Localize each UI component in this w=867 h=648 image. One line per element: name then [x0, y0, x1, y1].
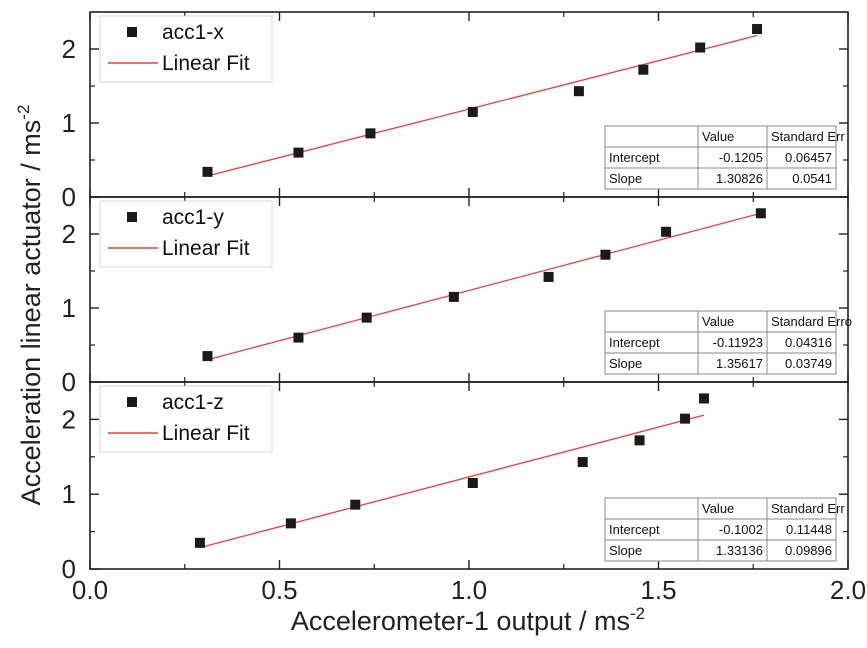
x-tick-label: 2.0 — [830, 575, 866, 605]
fit-table-row-label: Intercept — [609, 522, 660, 537]
data-point — [661, 226, 672, 237]
y-tick-label: 1 — [62, 108, 76, 138]
panel-acc1-x: 0 1 2 acc1-x Linear Fit Value Standard Err Inte… — [62, 11, 849, 212]
data-point — [365, 128, 376, 139]
data-point — [638, 64, 649, 75]
data-point — [634, 435, 645, 446]
legend-marker — [127, 397, 137, 407]
data-point — [285, 518, 296, 529]
fit-table-cell: 0.03749 — [785, 356, 832, 371]
fit-table-header: Value — [702, 129, 734, 144]
fit-table-row-label: Intercept — [609, 150, 660, 165]
panel-acc1-y: 0 1 2 acc1-y Linear Fit Value Standard Erro Int… — [62, 196, 852, 397]
data-point — [695, 42, 706, 53]
fit-table-cell: -0.11923 — [713, 335, 763, 350]
fit-table-cell: 1.35617 — [716, 356, 763, 371]
x-axis-title: Accelerometer-1 output / ms-2 — [291, 604, 645, 636]
x-tick-label: 1.0 — [451, 575, 487, 605]
x-tick-label: 1.5 — [640, 575, 676, 605]
legend-marker — [127, 27, 137, 37]
data-point — [467, 106, 478, 117]
x-tick-label: 0.0 — [72, 575, 108, 605]
data-point — [361, 312, 372, 323]
fit-line — [199, 414, 705, 549]
fit-table-cell: 0.09896 — [785, 543, 832, 558]
data-point — [577, 457, 588, 468]
data-point — [293, 332, 304, 343]
data-point — [350, 499, 361, 510]
data-point — [202, 166, 213, 177]
fit-table-cell: 0.11448 — [786, 522, 832, 537]
data-point — [752, 24, 763, 35]
fit-table-row-label: Slope — [609, 543, 642, 558]
fit-table-cell: 1.30826 — [716, 171, 763, 186]
legend-label-series: acc1-x — [162, 21, 224, 44]
fit-table-row-label: Slope — [609, 356, 642, 371]
y-tick-label: 1 — [62, 479, 76, 509]
fit-table-cell: -0.1205 — [719, 150, 763, 165]
legend-label-fit: Linear Fit — [162, 52, 250, 75]
legend-marker — [127, 212, 137, 222]
fit-table-header: Value — [702, 314, 734, 329]
y-tick-label: 1 — [62, 293, 76, 323]
fit-table-row-label: Intercept — [609, 335, 660, 350]
x-tick-label: 0.5 — [261, 575, 297, 605]
fit-table-header: Value — [702, 501, 734, 516]
y-tick-label: 0 — [62, 182, 76, 212]
fit-table-row-label: Slope — [609, 171, 642, 186]
y-tick-label: 2 — [62, 404, 76, 434]
data-point — [448, 291, 459, 302]
fit-table-border — [604, 310, 837, 375]
x-axis: 0.0 0.5 1.0 1.5 2.0 — [72, 575, 866, 605]
fit-table-border — [604, 125, 837, 190]
y-tick-label: 2 — [62, 219, 76, 249]
data-point — [293, 147, 304, 158]
legend-label-series: acc1-y — [162, 206, 224, 229]
fit-table: Value Standard Err Intercept -0.1205 0.06457… — [604, 125, 845, 190]
fit-table-cell: 0.0541 — [792, 171, 832, 186]
x-axis-title-text: Accelerometer-1 output / ms — [291, 606, 630, 636]
x-axis-title-sup: -2 — [630, 604, 645, 623]
data-point — [194, 537, 205, 548]
y-tick-label: 2 — [62, 34, 76, 64]
data-point — [467, 477, 478, 488]
fit-table-border — [604, 497, 837, 562]
data-point — [202, 351, 213, 362]
data-point — [755, 208, 766, 219]
data-point — [600, 249, 611, 260]
data-point — [543, 271, 554, 282]
y-axis-title-text: Acceleration linear actuator / ms — [16, 120, 46, 506]
y-axis-title-sup: -2 — [14, 105, 33, 120]
legend-label-fit: Linear Fit — [162, 422, 250, 445]
data-point — [680, 413, 691, 424]
fit-table-cell: 0.06457 — [785, 150, 832, 165]
y-axis-title: Acceleration linear actuator / ms-2 — [14, 105, 46, 506]
fit-table-header: Standard Err — [771, 501, 845, 516]
fit-table-cell: 0.04316 — [785, 335, 832, 350]
fit-table-header: Standard Erro — [771, 314, 852, 329]
fit-table-header: Standard Err — [771, 129, 845, 144]
fit-table: Value Standard Err Intercept -0.1002 0.11448… — [604, 497, 845, 562]
panel-acc1-z: 0 1 2 acc1-z Linear Fit Value Standard Err Inte… — [62, 381, 849, 584]
legend-label-series: acc1-z — [162, 391, 224, 414]
fit-table-cell: 1.33136 — [716, 543, 763, 558]
y-tick-label: 0 — [62, 367, 76, 397]
y-tick-label: 0 — [62, 554, 76, 584]
data-point — [573, 86, 584, 97]
fit-table: Value Standard Erro Intercept -0.11923 0.043… — [604, 310, 852, 375]
data-point — [698, 393, 709, 404]
fit-table-cell: -0.1002 — [719, 522, 763, 537]
legend-label-fit: Linear Fit — [162, 237, 250, 260]
